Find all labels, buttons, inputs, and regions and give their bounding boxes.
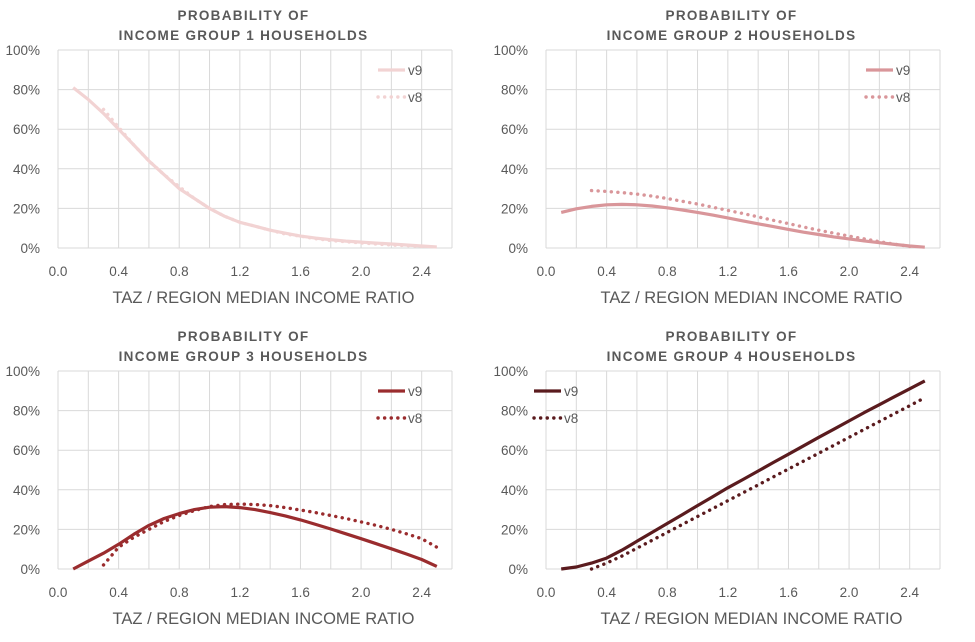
x-tick-label: 2.4 [412, 585, 431, 600]
chart-panel-group-1: PROBABILITY OF INCOME GROUP 1 HOUSEHOLDS… [0, 0, 487, 321]
x-axis-label: TAZ / REGION MEDIAN INCOME RATIO [600, 610, 903, 628]
y-tick-label: 60% [501, 443, 528, 458]
x-tick-label: 0.0 [537, 264, 556, 279]
y-tick-label: 100% [493, 43, 528, 58]
y-tick-label: 100% [5, 43, 40, 58]
y-tick-label: 60% [13, 443, 40, 458]
x-tick-label: 1.6 [779, 585, 798, 600]
y-tick-label: 0% [508, 241, 528, 256]
chart-title: PROBABILITY OF INCOME GROUP 1 HOUSEHOLDS [0, 6, 487, 46]
x-tick-label: 2.4 [412, 264, 431, 279]
plot-svg: 0% 20% 40% 60% 80% 100% 0.0 0.4 0.8 1.2 1.6 2.0 2.4 v… [493, 364, 941, 600]
x-tick-label: 1.2 [230, 264, 249, 279]
chart-panel-group-3: PROBABILITY OF INCOME GROUP 3 HOUSEHOLDS… [0, 321, 487, 642]
y-tick-label: 0% [20, 562, 40, 577]
series-line-v9 [560, 202, 925, 249]
y-tick-label: 20% [13, 201, 40, 216]
chart-title-line-1: PROBABILITY OF [665, 329, 798, 344]
legend-label-v8: v8 [896, 90, 910, 105]
x-tick-label: 2.4 [900, 264, 919, 279]
legend-label-v8: v8 [408, 90, 422, 105]
legend-label-v8: v8 [408, 411, 422, 426]
x-tick-label: 0.4 [597, 264, 616, 279]
x-tick-label: 1.6 [291, 264, 310, 279]
x-tick-label: 0.8 [658, 264, 677, 279]
x-tick-label: 0.0 [49, 264, 68, 279]
chart-title: PROBABILITY OF INCOME GROUP 2 HOUSEHOLDS [488, 6, 975, 46]
x-tick-label: 0.4 [597, 585, 616, 600]
chart-title-line-1: PROBABILITY OF [177, 329, 310, 344]
legend-label-v9: v9 [564, 384, 578, 399]
x-axis-label: TAZ / REGION MEDIAN INCOME RATIO [600, 289, 903, 307]
series-line-v8 [589, 188, 912, 249]
x-axis-label: TAZ / REGION MEDIAN INCOME RATIO [112, 610, 415, 628]
y-tick-label: 20% [501, 201, 528, 216]
x-tick-label: 0.4 [109, 585, 128, 600]
series-line-v8 [101, 502, 439, 567]
y-tick-label: 20% [501, 522, 528, 537]
x-tick-label: 0.0 [49, 585, 68, 600]
y-tick-label: 60% [13, 122, 40, 137]
x-tick-label: 0.8 [658, 585, 677, 600]
x-tick-label: 1.6 [291, 585, 310, 600]
x-tick-label: 0.0 [537, 585, 556, 600]
x-tick-label: 0.8 [170, 264, 189, 279]
y-tick-label: 20% [13, 522, 40, 537]
y-tick-label: 0% [508, 562, 528, 577]
plot-svg: 0% 20% 40% 60% 80% 100% 0.0 0.4 0.8 1.2 1.6 2.0 2.4 v… [5, 43, 453, 279]
x-tick-label: 2.0 [840, 264, 859, 279]
x-tick-label: 1.2 [718, 264, 737, 279]
y-tick-label: 80% [501, 83, 528, 98]
y-tick-label: 80% [13, 83, 40, 98]
y-tick-label: 40% [501, 162, 528, 177]
chart-title-line-2: INCOME GROUP 4 HOUSEHOLDS [606, 349, 857, 364]
chart-title-line-2: INCOME GROUP 3 HOUSEHOLDS [118, 349, 369, 364]
x-tick-label: 0.8 [170, 585, 189, 600]
y-tick-label: 100% [493, 364, 528, 379]
chart-title-line-1: PROBABILITY OF [665, 8, 798, 23]
legend-label-v9: v9 [408, 384, 422, 399]
series-line-v9 [560, 379, 926, 571]
x-tick-label: 0.4 [109, 264, 128, 279]
chart-title-line-1: PROBABILITY OF [177, 8, 310, 23]
y-tick-label: 80% [501, 404, 528, 419]
series-line-v9 [72, 505, 438, 571]
x-tick-label: 1.6 [779, 264, 798, 279]
x-tick-label: 2.0 [352, 264, 371, 279]
y-tick-label: 80% [13, 404, 40, 419]
chart-panel-group-2: PROBABILITY OF INCOME GROUP 2 HOUSEHOLDS… [488, 0, 975, 321]
y-tick-label: 40% [13, 162, 40, 177]
series-line-v9 [72, 86, 437, 249]
y-tick-label: 0% [20, 241, 40, 256]
x-tick-label: 1.2 [230, 585, 249, 600]
series-line-v8 [101, 107, 424, 249]
chart-title: PROBABILITY OF INCOME GROUP 3 HOUSEHOLDS [0, 327, 487, 367]
y-tick-label: 60% [501, 122, 528, 137]
x-tick-label: 2.0 [840, 585, 859, 600]
legend-label-v8: v8 [564, 411, 578, 426]
plot-svg: 0% 20% 40% 60% 80% 100% 0.0 0.4 0.8 1.2 1.6 2.0 2.4 v… [5, 364, 453, 600]
chart-title-line-2: INCOME GROUP 1 HOUSEHOLDS [118, 28, 369, 43]
chart-panel-group-4: PROBABILITY OF INCOME GROUP 4 HOUSEHOLDS… [488, 321, 975, 642]
y-tick-label: 40% [13, 483, 40, 498]
x-tick-label: 2.0 [352, 585, 371, 600]
chart-title-line-2: INCOME GROUP 2 HOUSEHOLDS [606, 28, 857, 43]
plot-svg: 0% 20% 40% 60% 80% 100% 0.0 0.4 0.8 1.2 1.6 2.0 2.4 v… [493, 43, 941, 279]
legend-label-v9: v9 [408, 63, 422, 78]
x-tick-label: 1.2 [718, 585, 737, 600]
x-tick-label: 2.4 [900, 585, 919, 600]
y-tick-label: 40% [501, 483, 528, 498]
x-axis-label: TAZ / REGION MEDIAN INCOME RATIO [112, 289, 415, 307]
chart-title: PROBABILITY OF INCOME GROUP 4 HOUSEHOLDS [488, 327, 975, 367]
legend-label-v9: v9 [896, 63, 910, 78]
y-tick-label: 100% [5, 364, 40, 379]
